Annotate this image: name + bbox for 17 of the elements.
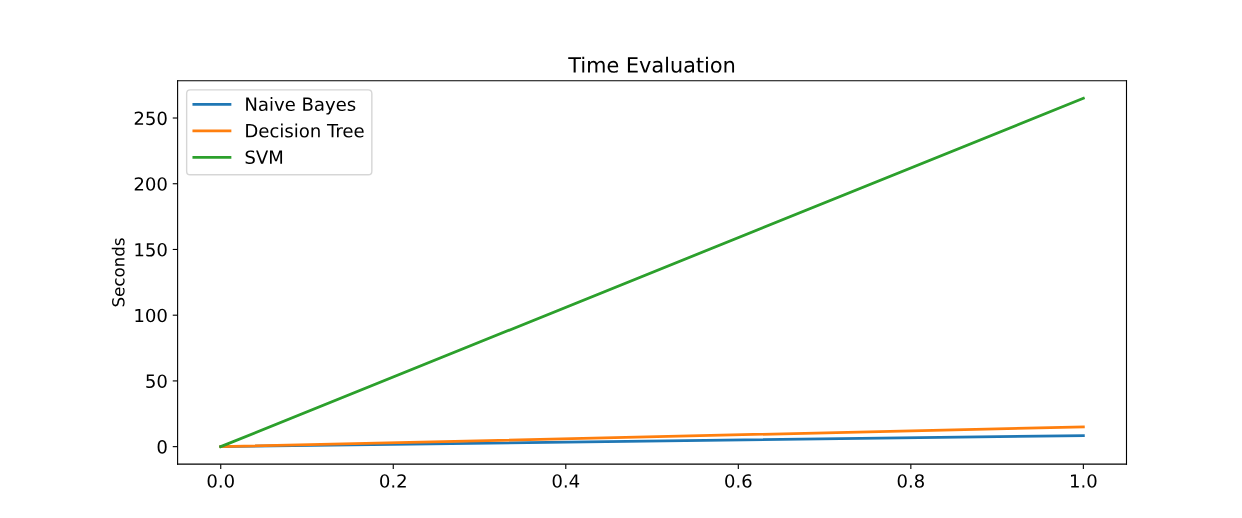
y-tick-label: 200	[134, 177, 167, 191]
x-tick-label: 0.4	[552, 474, 580, 488]
x-tick-label: 0.2	[380, 474, 406, 488]
y-tick-label: 150	[135, 242, 167, 257]
legend-label: SVM	[245, 150, 283, 165]
y-tick-label: 250	[134, 111, 167, 126]
legend-label: Decision Tree	[246, 123, 364, 138]
x-tick-label: 0.0	[207, 474, 234, 488]
x-tick-label: 1.0	[1070, 474, 1097, 488]
y-tick-label: 0	[157, 440, 167, 454]
y-tick-label: 100	[135, 308, 167, 323]
x-tick-label: 0.8	[897, 474, 924, 488]
chart-title: Time Evaluation	[568, 56, 735, 73]
legend-label: Naive Bayes	[246, 97, 356, 115]
y-tick-label: 50	[146, 374, 167, 389]
x-tick-label: 0.6	[725, 474, 752, 488]
y-axis-title: Seconds	[111, 238, 125, 307]
